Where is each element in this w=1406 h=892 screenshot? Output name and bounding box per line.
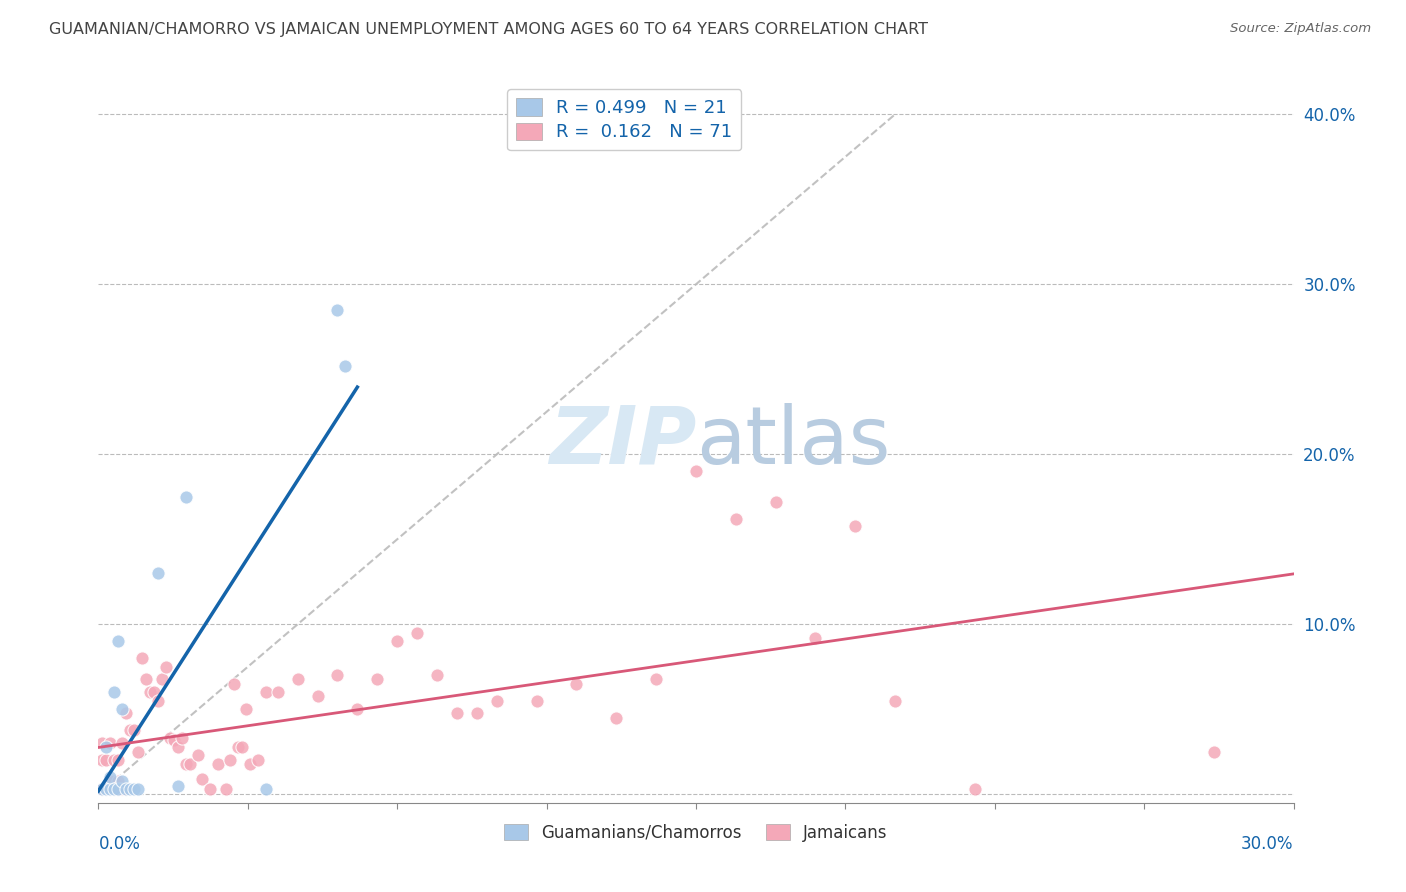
- Point: [91, 782, 114, 797]
- Point: [103, 782, 125, 797]
- Legend: Guamanians/Chamorros, Jamaicans: Guamanians/Chamorros, Jamaicans: [498, 817, 894, 848]
- Point: [98, 770, 122, 784]
- Point: [131, 651, 153, 665]
- Point: [222, 677, 245, 691]
- Point: [135, 672, 157, 686]
- Point: [96, 782, 118, 797]
- Point: [765, 495, 787, 509]
- Point: [111, 782, 134, 797]
- Point: [485, 694, 508, 708]
- Point: [98, 773, 122, 788]
- Point: [235, 702, 257, 716]
- Point: [107, 753, 129, 767]
- Point: [159, 731, 181, 746]
- Point: [724, 512, 747, 526]
- Point: [107, 782, 129, 797]
- Point: [246, 753, 269, 767]
- Point: [287, 672, 309, 686]
- Point: [111, 702, 134, 716]
- Point: [167, 779, 190, 793]
- Point: [179, 756, 201, 771]
- Point: [605, 711, 627, 725]
- Point: [366, 672, 388, 686]
- Point: [231, 739, 253, 754]
- Point: [187, 748, 209, 763]
- Text: atlas: atlas: [696, 402, 890, 481]
- Point: [115, 782, 138, 797]
- Text: ZIP: ZIP: [548, 402, 696, 481]
- Point: [103, 685, 125, 699]
- Point: [219, 753, 242, 767]
- Point: [446, 706, 468, 720]
- Point: [127, 745, 149, 759]
- Point: [143, 685, 166, 699]
- Point: [96, 739, 118, 754]
- Point: [96, 753, 118, 767]
- Point: [91, 736, 114, 750]
- Point: [254, 782, 277, 797]
- Point: [844, 518, 866, 533]
- Point: [465, 706, 488, 720]
- Point: [963, 782, 986, 797]
- Point: [267, 685, 290, 699]
- Point: [91, 753, 114, 767]
- Text: Source: ZipAtlas.com: Source: ZipAtlas.com: [1230, 22, 1371, 36]
- Point: [254, 685, 277, 699]
- Point: [207, 756, 229, 771]
- Point: [884, 694, 907, 708]
- Point: [98, 782, 122, 797]
- Point: [124, 782, 146, 797]
- Point: [103, 773, 125, 788]
- Text: GUAMANIAN/CHAMORRO VS JAMAICAN UNEMPLOYMENT AMONG AGES 60 TO 64 YEARS CORRELATIO: GUAMANIAN/CHAMORRO VS JAMAICAN UNEMPLOYM…: [49, 22, 928, 37]
- Point: [307, 689, 329, 703]
- Point: [804, 631, 827, 645]
- Point: [226, 739, 249, 754]
- Point: [139, 685, 162, 699]
- Point: [107, 773, 129, 788]
- Point: [107, 782, 129, 797]
- Point: [326, 668, 349, 682]
- Point: [174, 490, 197, 504]
- Point: [346, 702, 368, 716]
- Point: [406, 625, 429, 640]
- Point: [96, 782, 118, 797]
- Point: [335, 359, 357, 373]
- Point: [124, 723, 146, 737]
- Point: [163, 732, 186, 747]
- Point: [1202, 745, 1225, 759]
- Point: [565, 677, 588, 691]
- Point: [198, 782, 221, 797]
- Point: [148, 566, 170, 581]
- Point: [685, 464, 707, 478]
- Point: [167, 739, 190, 754]
- Point: [107, 634, 129, 648]
- Point: [239, 756, 262, 771]
- Point: [426, 668, 449, 682]
- Point: [326, 302, 349, 317]
- Point: [103, 753, 125, 767]
- Point: [174, 756, 197, 771]
- Point: [127, 782, 149, 797]
- Point: [191, 772, 214, 786]
- Text: 30.0%: 30.0%: [1241, 835, 1294, 854]
- Point: [526, 694, 548, 708]
- Point: [215, 782, 238, 797]
- Point: [111, 736, 134, 750]
- Point: [155, 660, 177, 674]
- Point: [120, 723, 142, 737]
- Point: [385, 634, 409, 648]
- Point: [91, 782, 114, 797]
- Text: 0.0%: 0.0%: [98, 835, 141, 854]
- Point: [120, 782, 142, 797]
- Point: [98, 736, 122, 750]
- Point: [115, 706, 138, 720]
- Point: [172, 731, 194, 746]
- Point: [645, 672, 668, 686]
- Point: [111, 773, 134, 788]
- Point: [98, 782, 122, 797]
- Point: [103, 782, 125, 797]
- Point: [148, 694, 170, 708]
- Point: [150, 672, 173, 686]
- Point: [115, 782, 138, 797]
